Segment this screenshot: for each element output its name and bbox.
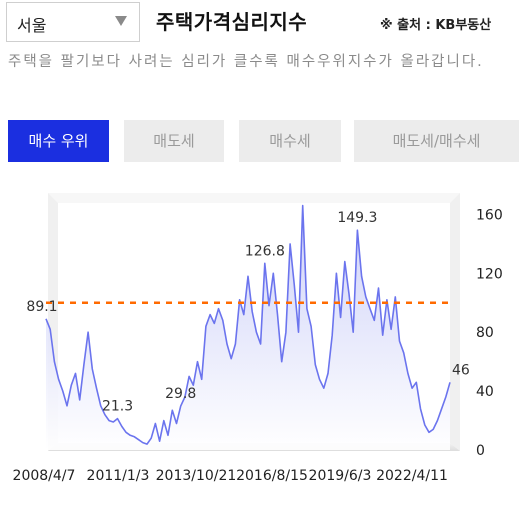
- chart-frame-right: [450, 193, 460, 451]
- y-tick-label: 160: [476, 207, 503, 223]
- data-label: 89.1: [26, 299, 57, 315]
- data-label: 46: [452, 362, 470, 378]
- y-tick-label: 80: [476, 325, 494, 341]
- y-tick-label: 0: [476, 443, 485, 459]
- x-tick-label: 2008/4/7: [13, 468, 76, 484]
- region-select[interactable]: 서울: [6, 2, 140, 42]
- tab-buyer-dominance[interactable]: 매수 우위: [8, 120, 109, 162]
- data-label: 149.3: [337, 210, 377, 226]
- x-tick-label: 2019/6/3: [309, 468, 372, 484]
- chart-frame-top: [48, 193, 460, 203]
- y-tick-label: 40: [476, 384, 494, 400]
- tab-selling[interactable]: 매도세: [124, 120, 224, 162]
- x-tick-label: 2016/8/15: [236, 468, 308, 484]
- series-line: [45, 204, 451, 445]
- series-area: [46, 205, 450, 450]
- y-tick-label: 120: [476, 266, 503, 282]
- source-note: ※ 출처 : KB부동산: [380, 18, 492, 33]
- x-tick-label: 2013/10/21: [156, 468, 237, 484]
- price-sentiment-chart: 0 40 80 120 160 2008/4/7 2011/1/3 2013/10/21 201…: [0, 175, 531, 505]
- x-tick-label: 2011/1/3: [87, 468, 150, 484]
- region-select-value: 서울: [17, 16, 47, 35]
- chevron-down-icon: [115, 16, 127, 26]
- data-label: 29.8: [165, 386, 196, 402]
- data-label: 21.3: [102, 399, 133, 415]
- tab-selling-buying[interactable]: 매도세/매수세: [354, 120, 519, 162]
- x-tick-label: 2022/4/11: [376, 468, 448, 484]
- data-label: 126.8: [245, 243, 285, 259]
- description-text: 주택을 팔기보다 사려는 심리가 클수록 매수우위지수가 올라갑니다.: [8, 54, 484, 70]
- tab-buying[interactable]: 매수세: [239, 120, 341, 162]
- page-title: 주택가격심리지수: [156, 10, 308, 34]
